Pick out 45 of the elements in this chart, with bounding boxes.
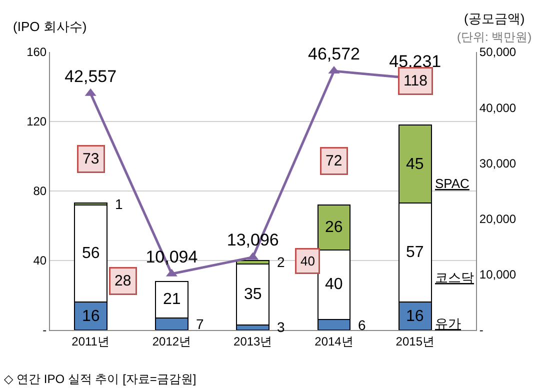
data-label: 40 xyxy=(325,276,343,293)
y2-tick-label: - xyxy=(479,323,484,338)
data-label: 26 xyxy=(325,219,343,236)
total-label: 28 xyxy=(114,272,132,290)
y-tick-label: 80 xyxy=(33,184,47,198)
data-label: 21 xyxy=(163,291,181,308)
y2-tick-label: 40,000 xyxy=(479,100,516,115)
x-tick-label: 2011년 xyxy=(72,334,110,348)
text: (단위: 백만원) xyxy=(457,30,532,44)
data-label: 42,557 xyxy=(64,66,117,86)
y-tick-label: 120 xyxy=(26,114,47,129)
y2-tick-label: 30,000 xyxy=(479,156,516,170)
x-tick-label: 2012년 xyxy=(152,334,192,348)
total-label: 72 xyxy=(326,152,342,170)
x-tick-label: 2014년 xyxy=(314,334,354,348)
series-label: 코스닥 xyxy=(435,270,474,285)
text: ◇ 연간 IPO 실적 추이 [자료=금감원] xyxy=(4,372,196,386)
total-label: 73 xyxy=(82,150,100,168)
data-label: 35 xyxy=(244,286,262,303)
data-label: 1 xyxy=(115,196,123,212)
total-label: 40 xyxy=(300,254,315,268)
series-label: SPAC xyxy=(435,176,470,191)
data-label: 16 xyxy=(82,308,100,325)
data-label: 2 xyxy=(277,254,285,270)
y2-tick-label: 50,000 xyxy=(479,45,516,60)
y-tick-label: 160 xyxy=(26,45,47,60)
y2-tick-label: 10,000 xyxy=(479,268,516,282)
total-label: 118 xyxy=(404,72,428,90)
data-label: 6 xyxy=(358,317,366,333)
series-label: 유가 xyxy=(435,316,461,331)
data-label: 57 xyxy=(406,244,424,261)
x-tick-label: 2015년 xyxy=(396,334,434,348)
data-label: 7 xyxy=(196,316,204,332)
y-tick-label: - xyxy=(42,323,47,338)
data-label: 3 xyxy=(277,319,285,335)
data-label: 56 xyxy=(82,245,100,262)
data-label: 46,572 xyxy=(308,44,360,64)
y2-tick-label: 20,000 xyxy=(479,212,516,226)
data-label: 45,231 xyxy=(389,52,442,72)
y-tick-label: 40 xyxy=(33,254,47,268)
data-label: 16 xyxy=(406,308,424,325)
y-axis-title: (IPO 회사수) xyxy=(13,19,87,34)
y2-axis-title: (공모금액) xyxy=(464,11,525,26)
x-tick-label: 2013년 xyxy=(234,334,272,348)
data-label: 45 xyxy=(406,156,424,173)
